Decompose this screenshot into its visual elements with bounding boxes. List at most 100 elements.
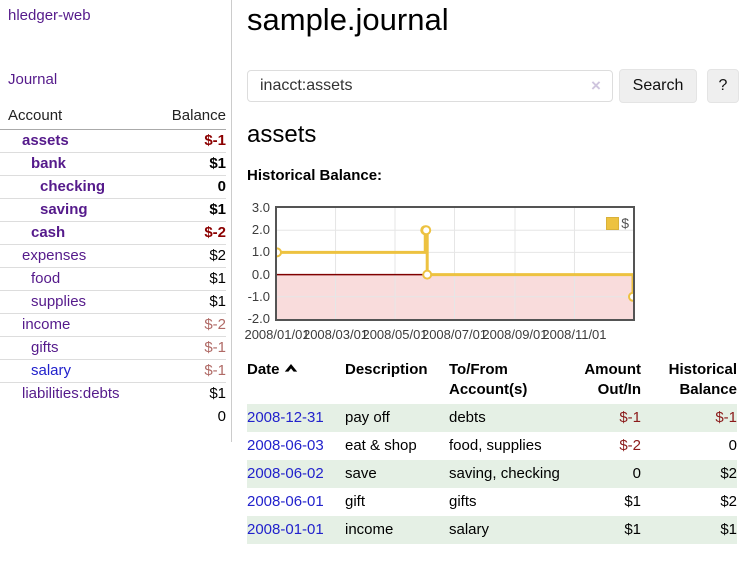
register-amount: $-2 xyxy=(619,437,641,454)
sidebar-account-link[interactable]: salary xyxy=(31,362,72,379)
register-date-link[interactable]: 2008-06-03 xyxy=(247,437,324,454)
register-table: Date Description To/From Account(s) Amou… xyxy=(247,358,737,544)
sidebar-account-link[interactable]: saving xyxy=(40,201,88,218)
register-amount: $1 xyxy=(561,516,641,544)
y-axis-tick-label: 2.0 xyxy=(251,222,270,238)
sidebar-account-row: food $1 xyxy=(0,267,226,291)
x-axis-tick-label: 2008/09/01 xyxy=(482,327,548,342)
accounts-table-header: Account Balance xyxy=(0,104,226,130)
sidebar-item-journal[interactable]: Journal xyxy=(8,71,58,88)
register-header-date-label: Date xyxy=(247,361,280,378)
register-description: eat & shop xyxy=(345,437,417,454)
register-description: save xyxy=(345,460,449,488)
register-date-link[interactable]: 2008-06-02 xyxy=(247,465,324,482)
sidebar-account-balance: $1 xyxy=(155,382,226,405)
app-title-link[interactable]: hledger-web xyxy=(8,7,91,24)
sidebar-account-row: bank $1 xyxy=(0,152,226,176)
register-date-link[interactable]: 2008-01-01 xyxy=(247,521,324,538)
sidebar-account-link[interactable]: income xyxy=(22,316,71,333)
y-axis-tick-label: -1.0 xyxy=(247,288,270,304)
account-heading: assets xyxy=(247,121,317,148)
sidebar-account-row: gifts $-1 xyxy=(0,336,226,360)
sidebar-account-balance: $2 xyxy=(155,244,226,268)
sidebar-account-row: salary $-1 xyxy=(0,359,226,383)
register-description: pay off xyxy=(345,404,449,432)
register-description: gift xyxy=(345,493,366,510)
search-button[interactable]: Search xyxy=(619,69,697,103)
y-axis-tick-label: 3.0 xyxy=(251,200,270,215)
sidebar-account-row: cash $-2 xyxy=(0,221,226,245)
register-header-balance: Historical Balance xyxy=(668,361,737,398)
accounts-total-balance: 0 xyxy=(217,408,226,425)
register-row: 2008-12-31 pay off debts $-1 $-1 xyxy=(247,404,737,432)
chart-title: Historical Balance: xyxy=(247,167,383,184)
register-body: 2008-12-31 pay off debts $-1 $-1 2008-06-03 ea… xyxy=(247,404,737,544)
page-title: sample.journal xyxy=(247,2,449,37)
register-row: 2008-06-03 eat & shop food, supplies $-2 0 xyxy=(247,432,737,460)
y-axis-tick-label: 1.0 xyxy=(251,244,270,260)
accounts-header-account: Account xyxy=(0,104,156,130)
search-input[interactable] xyxy=(247,70,613,102)
sidebar-account-row: supplies $1 xyxy=(0,290,226,314)
spacer xyxy=(0,405,155,428)
register-accounts: gifts xyxy=(449,493,477,510)
sidebar-account-link[interactable]: bank xyxy=(31,155,67,172)
clear-search-icon[interactable]: × xyxy=(591,76,601,95)
sidebar-account-link[interactable]: expenses xyxy=(22,247,87,264)
sidebar-account-balance: $-1 xyxy=(155,336,226,360)
sidebar-account-balance: $-1 xyxy=(204,132,226,149)
sidebar: hledger-web Journal Account Balance asse… xyxy=(0,0,232,442)
x-axis-tick-label: 2008/01/01 xyxy=(244,327,310,342)
register-amount: $1 xyxy=(624,493,641,510)
register-accounts: debts xyxy=(449,404,561,432)
register-accounts: salary xyxy=(449,516,561,544)
balance-chart-canvas xyxy=(277,208,633,319)
register-amount: $-1 xyxy=(561,404,641,432)
x-axis-tick-label: 2008/07/01 xyxy=(421,327,488,342)
register-balance: $2 xyxy=(641,460,737,488)
sidebar-accounts-body: assets $-1 bank $1 checking 0 saving $1 cash $-2 e… xyxy=(0,130,226,405)
y-axis-tick-label: -2.0 xyxy=(247,311,270,326)
chart-legend: $ xyxy=(606,215,629,231)
x-axis-tick-label: 2008/11/01 xyxy=(542,327,607,342)
sidebar-account-row: expenses $2 xyxy=(0,244,226,268)
sidebar-account-link[interactable]: gifts xyxy=(31,339,59,356)
register-header-row: Date Description To/From Account(s) Amou… xyxy=(247,358,737,404)
sidebar-account-row: checking 0 xyxy=(0,175,226,199)
accounts-header-balance: Balance xyxy=(155,104,226,130)
sidebar-account-row: liabilities:debts $1 xyxy=(0,382,226,405)
balance-chart: $ xyxy=(275,206,635,321)
register-header-date[interactable]: Date xyxy=(247,358,345,404)
register-balance: 0 xyxy=(728,437,737,454)
x-axis-tick-label: 2008/05/01 xyxy=(362,327,428,342)
sidebar-account-row: income $-2 xyxy=(0,313,226,337)
sidebar-account-balance: $1 xyxy=(155,198,226,222)
sidebar-account-row: saving $1 xyxy=(0,198,226,222)
sidebar-account-link[interactable]: supplies xyxy=(31,293,87,310)
register-amount: 0 xyxy=(561,460,641,488)
sidebar-account-row: assets $-1 xyxy=(0,130,226,153)
sidebar-account-balance: $-1 xyxy=(155,359,226,383)
sidebar-account-link[interactable]: cash xyxy=(31,224,66,241)
sidebar-account-balance: 0 xyxy=(155,175,226,199)
accounts-table: Account Balance assets $-1 bank $1 checking 0… xyxy=(0,104,226,428)
register-accounts: food, supplies xyxy=(449,437,542,454)
x-axis-tick-label: 2008/03/01 xyxy=(302,327,369,342)
sidebar-account-link[interactable]: checking xyxy=(40,178,106,195)
register-balance: $-1 xyxy=(641,404,737,432)
sidebar-account-link[interactable]: assets xyxy=(22,132,69,149)
register-balance: $2 xyxy=(720,493,737,510)
sidebar-account-balance: $-2 xyxy=(155,221,226,245)
sidebar-account-link[interactable]: food xyxy=(31,270,61,287)
sort-ascending-icon xyxy=(284,364,297,372)
legend-series-label: $ xyxy=(621,215,629,231)
y-axis-tick-label: 0.0 xyxy=(251,266,270,282)
register-date-link[interactable]: 2008-12-31 xyxy=(247,409,324,426)
accounts-total-row: 0 xyxy=(0,405,226,428)
register-description: income xyxy=(345,516,449,544)
sidebar-account-link[interactable]: liabilities:debts xyxy=(22,385,120,402)
help-button[interactable]: ? xyxy=(707,69,739,103)
register-date-link[interactable]: 2008-06-01 xyxy=(247,493,324,510)
register-row: 2008-01-01 income salary $1 $1 xyxy=(247,516,737,544)
sidebar-account-balance: $1 xyxy=(155,290,226,314)
